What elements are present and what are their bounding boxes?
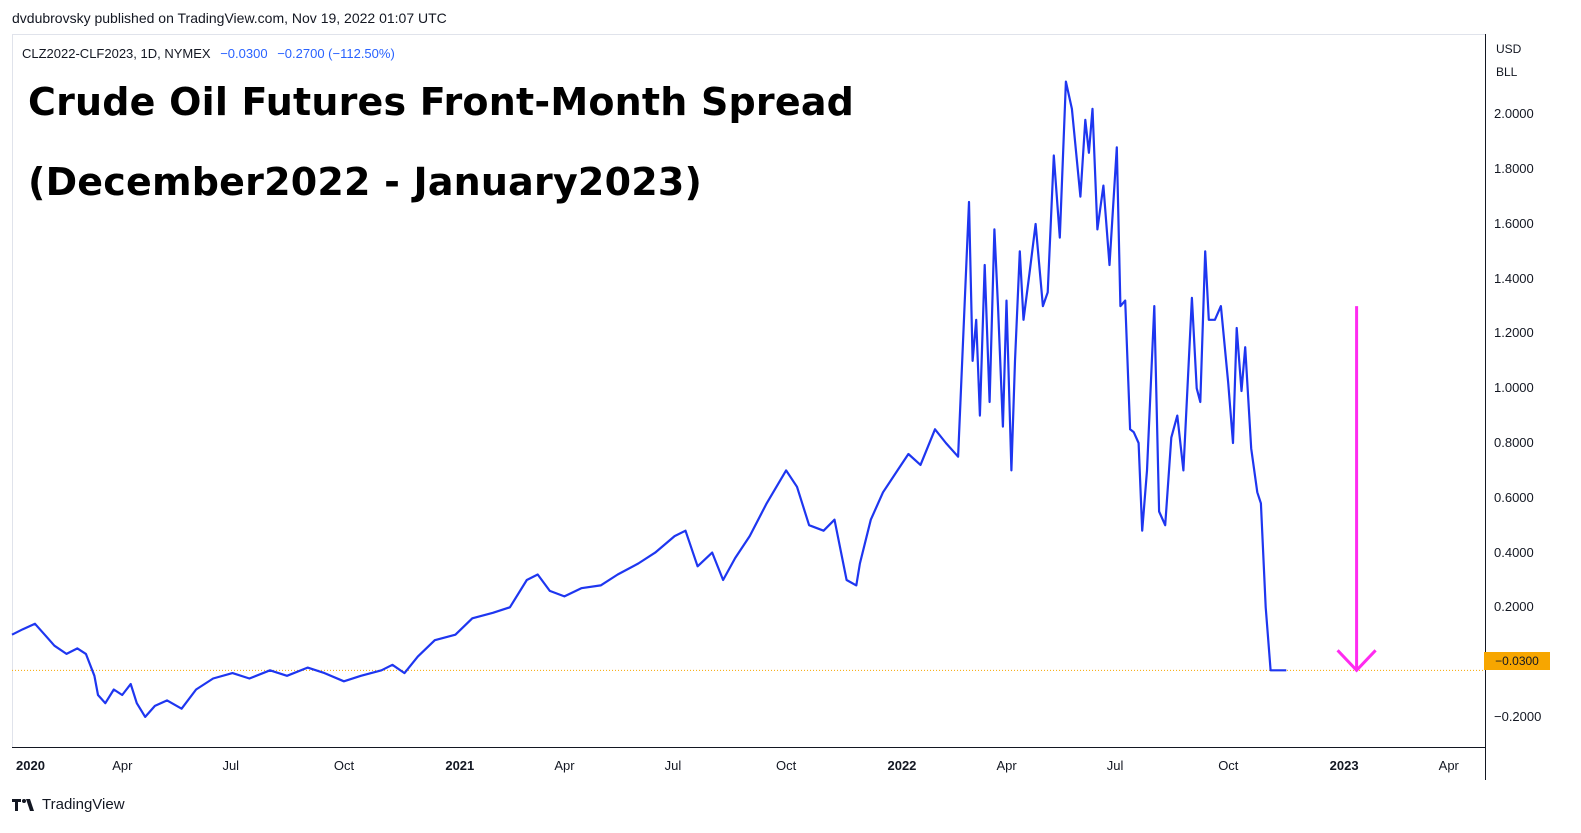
down-arrow-annotation[interactable] — [1336, 306, 1377, 673]
tradingview-footer[interactable]: TradingView — [12, 796, 125, 813]
time-tick-label: Oct — [776, 758, 797, 773]
time-tick-label: Oct — [333, 758, 355, 773]
tradingview-brand: TradingView — [42, 796, 125, 813]
time-tick-label: Jul — [664, 758, 682, 773]
time-tick-label: 2021 — [445, 758, 475, 773]
arrow-head — [1336, 649, 1377, 673]
price-unit-currency: USD — [1496, 42, 1522, 56]
price-tick-label: 1.8000 — [1494, 161, 1534, 177]
time-tick-label: Apr — [1438, 758, 1459, 773]
time-tick-label: 2020 — [16, 758, 45, 773]
price-unit-measure: BLL — [1496, 65, 1518, 79]
time-axis-line — [12, 747, 1486, 748]
price-tick-label: 1.2000 — [1494, 325, 1534, 341]
price-tick-label: −0.2000 — [1494, 708, 1542, 724]
time-tick-label: 2023 — [1329, 758, 1359, 773]
publisher-credit: dvdubrovsky published on TradingView.com… — [12, 10, 447, 26]
time-tick-label: Apr — [112, 758, 133, 773]
price-tick-label: 0.2000 — [1494, 599, 1534, 615]
symbol-legend[interactable]: CLZ2022-CLF2023, 1D, NYMEX −0.0300 −0.27… — [22, 46, 395, 61]
change-value: −0.2700 (−112.50%) — [277, 46, 395, 61]
time-tick-label: Apr — [996, 758, 1017, 773]
annotation-title-line1[interactable]: Crude Oil Futures Front-Month Spread — [28, 80, 855, 124]
time-tick-label: Oct — [1218, 758, 1239, 773]
time-tick-label: Jul — [1106, 758, 1124, 773]
symbol-name: CLZ2022-CLF2023, 1D, NYMEX — [22, 46, 211, 61]
annotation-title-line2[interactable]: (December2022 - January2023) — [28, 160, 703, 204]
last-value: −0.0300 — [220, 46, 268, 61]
price-tick-label: 1.0000 — [1494, 380, 1534, 396]
time-tick-label: 2022 — [887, 758, 917, 773]
price-tick-label: 0.6000 — [1494, 489, 1534, 505]
price-tick-label: 1.6000 — [1494, 215, 1534, 231]
price-tick-label: 0.8000 — [1494, 435, 1534, 451]
time-tick-label: Apr — [554, 758, 575, 773]
price-tick-label: 2.0000 — [1494, 106, 1534, 122]
chart-pane[interactable] — [12, 34, 1486, 748]
current-price-badge: −0.0300 — [1484, 652, 1550, 670]
price-tick-label: 1.4000 — [1494, 270, 1534, 286]
spread-series-line[interactable] — [11, 80, 1287, 719]
price-axis-line — [1485, 34, 1486, 780]
tradingview-logo-icon — [12, 798, 34, 811]
price-tick-label: 0.4000 — [1494, 544, 1534, 560]
time-tick-label: Jul — [222, 758, 240, 773]
